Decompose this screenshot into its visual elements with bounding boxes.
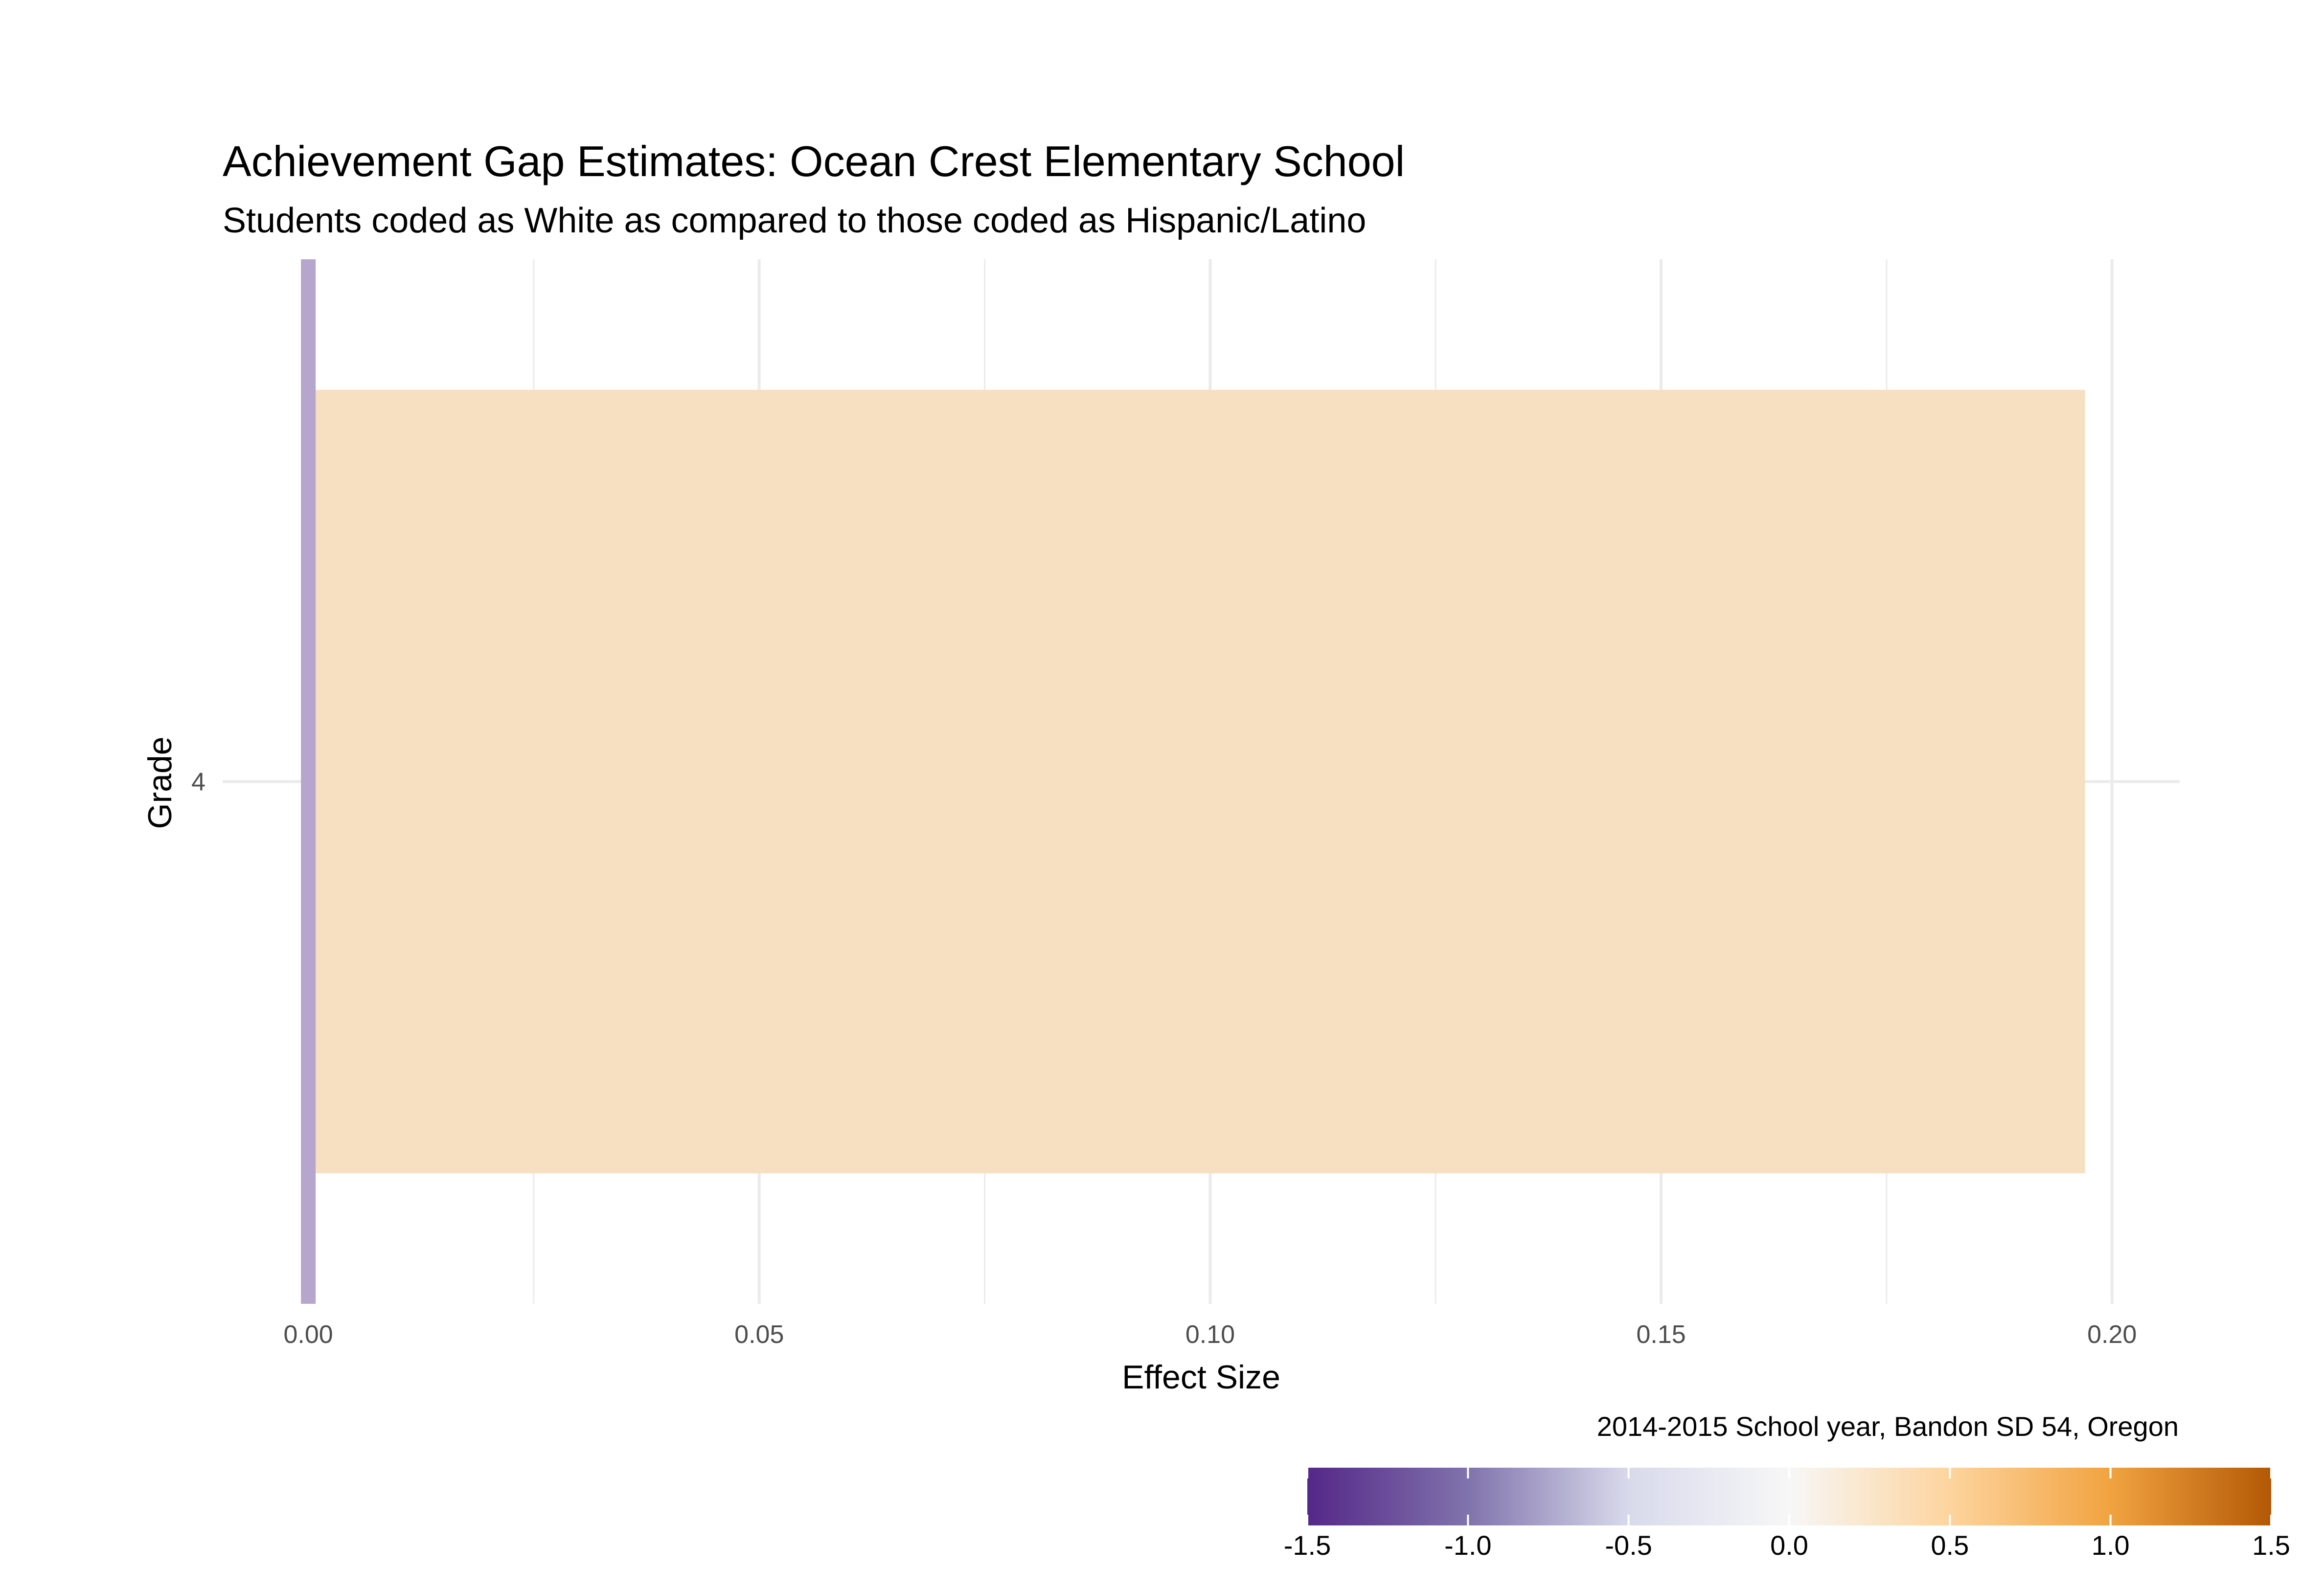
colorbar-tick-label: 1.0 bbox=[2092, 1530, 2130, 1561]
x-tick-label: 0.05 bbox=[734, 1320, 784, 1349]
colorbar-tick-label: -1.5 bbox=[1284, 1530, 1331, 1561]
chart-subtitle: Students coded as White as compared to t… bbox=[223, 201, 1366, 240]
y-axis-label: Grade bbox=[141, 737, 179, 829]
colorbar-tick-label: -1.0 bbox=[1444, 1530, 1492, 1561]
bars bbox=[308, 389, 2085, 1174]
colorbar-tick-label: 0.5 bbox=[1931, 1530, 1969, 1561]
colorbar-tick-label: 1.5 bbox=[2252, 1530, 2290, 1561]
x-tick-label: 0.20 bbox=[2087, 1320, 2137, 1349]
colorbar-tick-label: 0.0 bbox=[1770, 1530, 1808, 1561]
x-tick-label: 0.15 bbox=[1636, 1320, 1686, 1349]
colorbar-legend: -1.5 -1.0 -0.5 0.0 0.5 1.0 1.5 bbox=[1284, 1468, 2290, 1561]
y-axis-ticks: 4 bbox=[191, 768, 205, 796]
x-axis-ticks: 0.00 0.05 0.10 0.15 0.20 bbox=[284, 1320, 2137, 1349]
colorbar-ticks: -1.5 -1.0 -0.5 0.0 0.5 1.0 1.5 bbox=[1284, 1468, 2290, 1561]
bar bbox=[308, 389, 2085, 1174]
chart-title: Achievement Gap Estimates: Ocean Crest E… bbox=[223, 137, 1405, 185]
x-tick-label: 0.10 bbox=[1185, 1320, 1235, 1349]
y-tick-label: 4 bbox=[191, 768, 205, 796]
x-tick-label: 0.00 bbox=[284, 1320, 333, 1349]
x-axis-label: Effect Size bbox=[1122, 1359, 1280, 1396]
chart-caption: 2014-2015 School year, Bandon SD 54, Ore… bbox=[1597, 1411, 2179, 1442]
colorbar-tick-label: -0.5 bbox=[1605, 1530, 1652, 1561]
